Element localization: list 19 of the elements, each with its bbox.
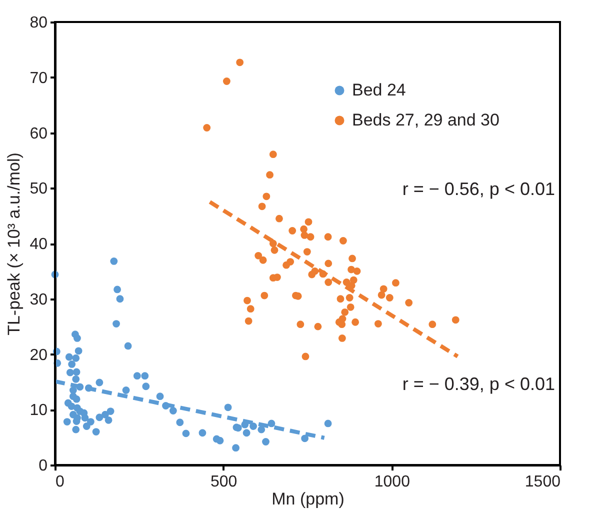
y-axis-title: TL-peak (× 10³ a.u./mol) <box>4 152 24 336</box>
x-tick-label: 500 <box>210 474 238 490</box>
x-tick-label: 0 <box>56 474 64 490</box>
legend-label: Bed 24 <box>352 80 406 100</box>
y-tick-label: 50 <box>30 180 48 198</box>
x-axis-title: Mn (ppm) <box>272 490 344 508</box>
y-tick-label: 80 <box>30 14 48 32</box>
y-tick-label: 10 <box>30 402 48 420</box>
x-tick-label: 1000 <box>374 474 410 490</box>
y-tick-label: 70 <box>30 70 48 87</box>
y-tick-label: 60 <box>30 125 48 142</box>
y-tick-label: 40 <box>30 236 48 253</box>
annotation: r = − 0.56, p < 0.01 <box>402 179 555 199</box>
y-tick-label: 20 <box>30 346 48 364</box>
y-tick-label: 30 <box>30 291 48 308</box>
x-tick-label: 1500 <box>524 474 561 490</box>
legend-label: Beds 27, 29 and 30 <box>352 110 500 130</box>
y-tick-label: 0 <box>38 458 48 474</box>
annotation: r = − 0.39, p < 0.01 <box>402 374 555 394</box>
